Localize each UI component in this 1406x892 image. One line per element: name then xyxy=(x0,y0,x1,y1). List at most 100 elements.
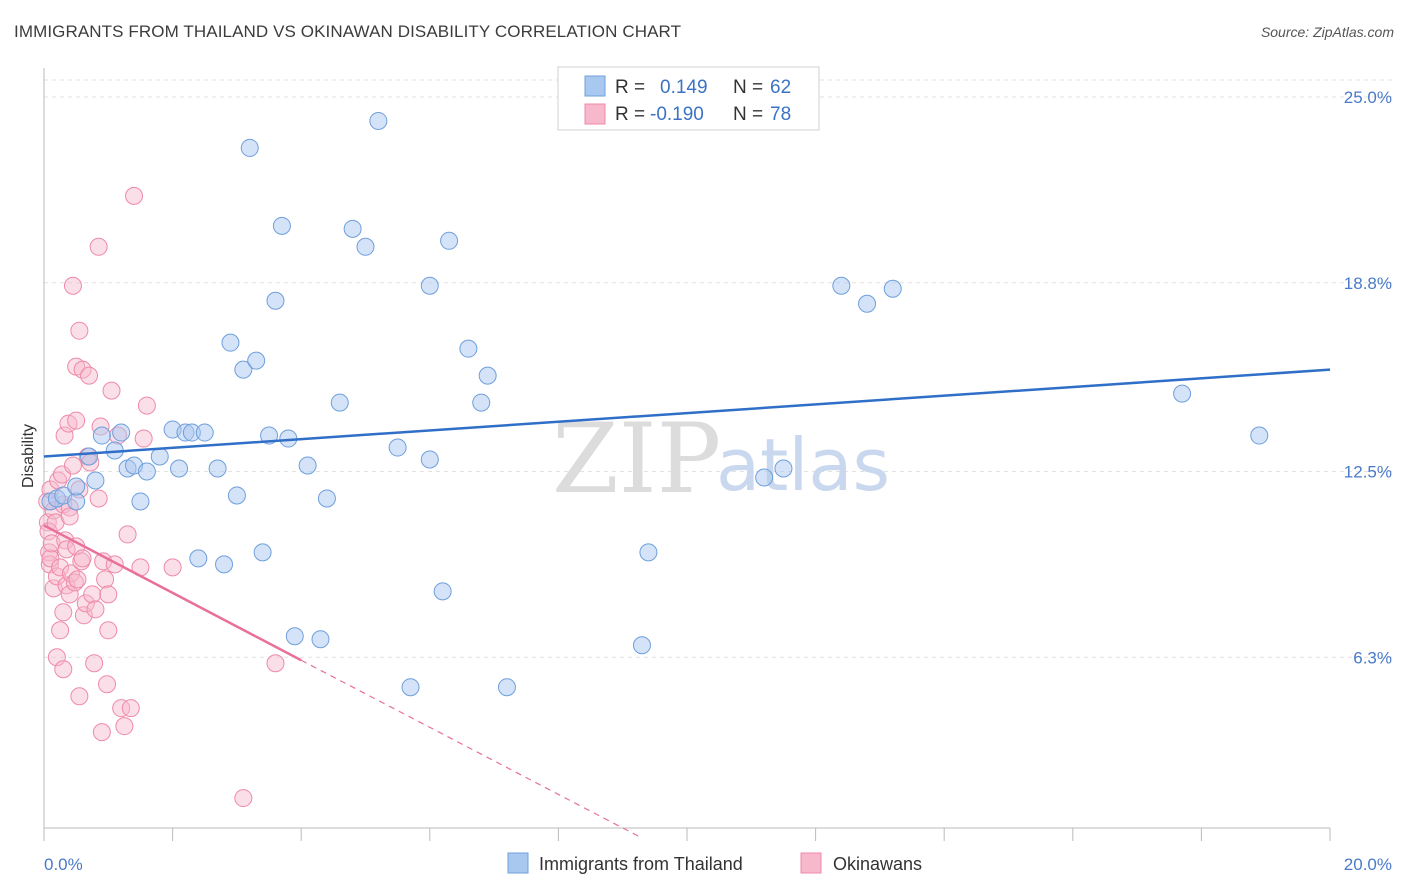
thailand-point xyxy=(112,423,131,442)
okinawans-point xyxy=(234,789,253,808)
okinawans-point xyxy=(70,321,89,340)
thailand-point xyxy=(80,447,99,466)
thailand-point xyxy=(472,393,491,412)
okinawans-point xyxy=(85,654,104,673)
thailand-point xyxy=(832,276,851,295)
okinawans-point xyxy=(63,456,82,475)
y-axis-title: Disability xyxy=(20,424,37,488)
thailand-point xyxy=(317,489,336,508)
okinawans-point xyxy=(54,603,73,622)
thailand-point xyxy=(369,111,388,130)
okinawans-point xyxy=(67,411,86,430)
okinawans-point xyxy=(57,540,76,559)
okinawans-point xyxy=(51,621,70,640)
bottom-legend-swatch-thailand xyxy=(507,852,529,874)
chart-title: IMMIGRANTS FROM THAILAND VS OKINAWAN DIS… xyxy=(14,22,682,41)
y-tick-labels: 6.3% 12.5% 18.8% 25.0% xyxy=(1344,88,1392,667)
legend-r-value-pink: -0.190 xyxy=(650,104,704,125)
thailand-point xyxy=(240,138,259,157)
thailand-point xyxy=(221,333,240,352)
thailand-points xyxy=(41,111,1269,697)
legend-n-label-pink: N = xyxy=(733,104,763,125)
bottom-legend-label-thailand: Immigrants from Thailand xyxy=(539,854,743,874)
okinawans-point xyxy=(121,699,140,718)
legend-n-value-pink: 78 xyxy=(770,104,791,125)
thailand-point xyxy=(356,237,375,256)
thailand-point xyxy=(311,630,330,649)
bottom-legend-swatch-okinawans xyxy=(800,852,822,874)
thailand-point xyxy=(227,486,246,505)
thailand-point xyxy=(497,678,516,697)
thailand-point xyxy=(67,492,86,511)
okinawans-point xyxy=(98,675,117,694)
legend-swatch-blue xyxy=(584,75,606,97)
thailand-point xyxy=(330,393,349,412)
watermark-atlas: atlas xyxy=(716,423,890,507)
thailand-point xyxy=(298,456,317,475)
okinawans-point xyxy=(80,366,99,385)
thailand-point xyxy=(170,459,189,478)
thailand-point xyxy=(478,366,497,385)
okinawans-point xyxy=(65,573,84,592)
okinawans-trend-extension xyxy=(300,659,643,839)
okinawans-point xyxy=(55,426,74,445)
thailand-point xyxy=(234,360,253,379)
okinawans-point xyxy=(89,237,108,256)
okinawans-point xyxy=(83,585,102,604)
thailand-point xyxy=(774,459,793,478)
okinawans-point xyxy=(54,660,73,679)
okinawans-point xyxy=(60,585,79,604)
okinawans-point xyxy=(41,549,60,568)
okinawans-point xyxy=(51,558,70,577)
okinawans-point xyxy=(99,585,118,604)
okinawans-point xyxy=(72,552,91,571)
okinawans-point xyxy=(38,513,57,532)
x-tick-marks xyxy=(43,828,1331,841)
okinawans-point xyxy=(99,621,118,640)
okinawans-point xyxy=(86,600,105,619)
okinawans-point xyxy=(112,699,131,718)
bottom-legend-label-okinawans: Okinawans xyxy=(833,854,922,874)
okinawans-point xyxy=(125,186,144,205)
okinawans-point xyxy=(115,717,134,736)
okinawans-point xyxy=(118,525,137,544)
thailand-point xyxy=(1250,426,1269,445)
okinawans-point xyxy=(89,489,108,508)
y-tick-label: 12.5% xyxy=(1344,463,1392,482)
okinawans-point xyxy=(68,570,87,589)
legend-n-label-blue: N = xyxy=(733,77,763,98)
thailand-point xyxy=(92,426,111,445)
thailand-point xyxy=(253,543,272,562)
thailand-point xyxy=(215,555,234,574)
thailand-point xyxy=(208,459,227,478)
thailand-point xyxy=(639,543,658,562)
y-tick-label: 18.8% xyxy=(1344,274,1392,293)
source-credit: Source: ZipAtlas.com xyxy=(1260,24,1394,40)
thailand-point xyxy=(195,423,214,442)
correlation-legend: R = 0.149 N = 62 R = -0.190 N = 78 xyxy=(557,66,820,131)
legend-r-value-blue: 0.149 xyxy=(660,77,708,98)
okinawans-point xyxy=(102,381,121,400)
thailand-point xyxy=(131,492,150,511)
x-tick-label-0: 0.0% xyxy=(44,855,83,874)
thailand-point xyxy=(285,627,304,646)
legend-swatch-pink xyxy=(584,103,606,125)
thailand-point xyxy=(266,291,285,310)
thailand-point xyxy=(420,450,439,469)
thailand-point xyxy=(440,231,459,250)
watermark-zip: ZIP xyxy=(552,403,721,515)
thailand-point xyxy=(137,462,156,481)
thailand-point xyxy=(883,279,902,298)
okinawans-trend-line xyxy=(43,524,302,662)
okinawans-point xyxy=(92,723,111,742)
thailand-point xyxy=(858,294,877,313)
thailand-point xyxy=(343,219,362,238)
x-tick-label-1: 20.0% xyxy=(1344,855,1392,874)
thailand-point xyxy=(1173,384,1192,403)
thailand-point xyxy=(247,351,266,370)
thailand-point xyxy=(189,549,208,568)
thailand-point xyxy=(755,468,774,487)
trend-lines xyxy=(43,368,1331,839)
series-legend: Immigrants from Thailand Okinawans xyxy=(507,852,922,874)
